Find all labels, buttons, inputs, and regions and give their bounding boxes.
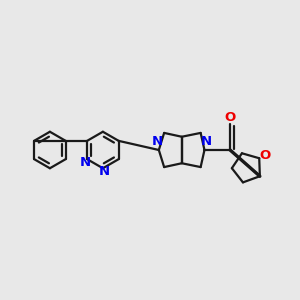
Text: N: N	[80, 156, 91, 169]
Text: N: N	[200, 135, 211, 148]
Text: O: O	[224, 111, 236, 124]
Text: O: O	[259, 149, 270, 162]
Text: N: N	[99, 165, 110, 178]
Text: N: N	[152, 135, 163, 148]
